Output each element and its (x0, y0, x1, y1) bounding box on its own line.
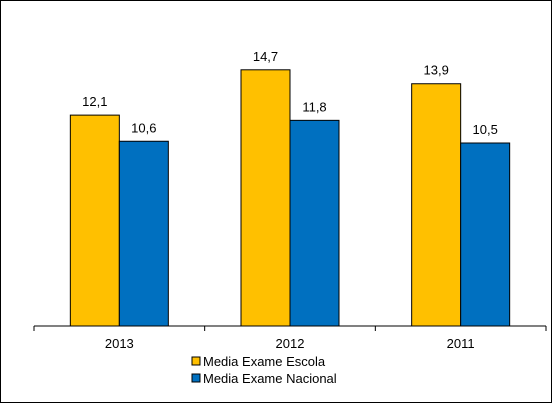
legend-label-escola: Media Exame Escola (203, 354, 326, 369)
data-label-escola-2012: 14,7 (253, 49, 278, 64)
legend-swatch-escola (191, 356, 201, 366)
data-label-nacional-2012: 11,8 (302, 99, 326, 114)
bar-escola-2012 (240, 69, 291, 327)
x-tick-label-2013: 2013 (105, 336, 134, 351)
bar-escola-2011 (411, 83, 462, 327)
legend: Media Exame Escola Media Exame Nacional (191, 354, 337, 386)
x-tick-labels-group: 2013 2012 2011 (105, 336, 475, 351)
bar-escola-2013 (69, 114, 120, 327)
x-tick-label-2012: 2012 (276, 336, 305, 351)
value-labels-group: 12,1 10,6 14,7 11,8 13,9 10,5 (82, 49, 498, 137)
bar-nacional-2013 (118, 140, 169, 327)
bar-nacional-2012 (289, 119, 340, 327)
x-tick-label-2011: 2011 (447, 336, 475, 351)
bar-nacional-2011 (460, 142, 511, 327)
legend-swatch-nacional (191, 373, 201, 383)
data-label-nacional-2013: 10,6 (131, 120, 156, 135)
legend-label-nacional: Media Exame Nacional (203, 371, 337, 386)
x-ticks-group (33, 326, 547, 331)
bars-group (69, 69, 511, 327)
data-label-escola-2011: 13,9 (424, 63, 449, 78)
data-label-nacional-2011: 10,5 (473, 122, 498, 137)
data-label-escola-2013: 12,1 (82, 94, 107, 109)
